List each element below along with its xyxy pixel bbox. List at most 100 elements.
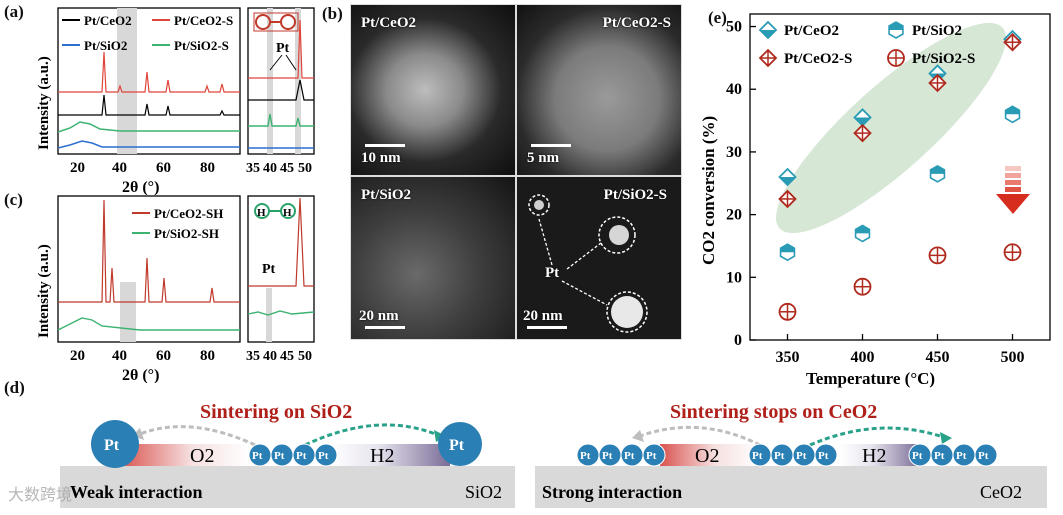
pt-label: Pt: [956, 450, 967, 462]
data-point: [778, 302, 797, 321]
y-axis-label: Intensity (a.u.): [36, 244, 52, 338]
tem-image-pt-sio2-s: Pt/SiO2-S Pt 20 nm: [516, 176, 682, 340]
scale-bar: [531, 144, 571, 147]
trace-pt-sio2-s: [57, 121, 240, 133]
tick-label: 60: [156, 348, 171, 364]
x-tick-label: 350: [776, 349, 800, 366]
y-tick-label: 10: [726, 269, 742, 286]
y-tick-label: 0: [734, 332, 742, 349]
o2-label: O2: [695, 445, 719, 467]
h-label: H: [283, 207, 292, 219]
scale-label: 5 nm: [527, 150, 560, 166]
y-tick-label: 50: [726, 19, 742, 36]
x-tick-label: 450: [926, 349, 950, 366]
data-point: [1003, 243, 1022, 262]
pt-label: Pt: [318, 450, 329, 462]
ceo2-support: [535, 466, 1047, 508]
y-axis-label: Intensity (a.u.): [36, 56, 52, 150]
zoom-tick-label: 40: [263, 161, 277, 176]
y-tick-label: 40: [726, 81, 742, 98]
data-point: [779, 243, 796, 262]
tem-image-pt-ceo2-s: Pt/CeO2-S 5 nm: [516, 4, 682, 176]
panel-d-label: (d): [4, 378, 25, 397]
tick-label: 60: [156, 160, 171, 176]
data-point: [1004, 105, 1021, 124]
pt-label: Pt: [252, 450, 263, 462]
strong-interaction-label: Strong interaction: [542, 482, 682, 502]
sio2-support: [60, 466, 515, 508]
tick-label: 20: [70, 348, 85, 364]
tem-title: Pt/CeO2: [361, 15, 416, 31]
sio2-label: SiO2: [465, 482, 502, 502]
co2-conversion-chart: 0 10 20 30 40 50 350 400 450 500 Temperature (°C…: [699, 13, 1051, 388]
trace-pt-ceo2-s: [58, 51, 240, 93]
legend-label: Pt/SiO2-S: [912, 51, 975, 67]
legend-pt-ceo2-s: Pt/CeO2-S: [174, 13, 233, 28]
data-point: [1003, 32, 1022, 52]
trace-pt-ceo2: [58, 94, 240, 116]
tick-label: 80: [200, 160, 215, 176]
x-tick-label: 400: [851, 349, 875, 366]
y-tick-label: 30: [726, 144, 742, 161]
pt-pointer-label: Pt: [545, 265, 560, 281]
legend-pt-ceo2-sh: Pt/CeO2-SH: [154, 206, 223, 221]
data-point: [928, 73, 947, 93]
scale-bar: [365, 326, 405, 329]
scale-bar: [365, 144, 405, 147]
zoom-tick-label: 40: [263, 349, 277, 364]
h-label: H: [257, 207, 266, 219]
pt-peak-label: Pt: [276, 41, 290, 56]
pt-label: Pt: [580, 450, 591, 462]
y-tick-label: 20: [726, 207, 742, 224]
tem-title: Pt/SiO2: [361, 187, 412, 203]
pt-label: Pt: [752, 450, 763, 462]
pt-label: Pt: [602, 450, 613, 462]
scale-bar: [527, 326, 567, 329]
pt-label: Pt: [818, 450, 829, 462]
legend-marker: [887, 49, 905, 67]
pt-particle-large: [91, 420, 139, 468]
o2-label: O2: [190, 445, 214, 467]
tem-title: Pt/CeO2-S: [602, 15, 671, 31]
plot-frame: [749, 13, 1051, 341]
xrd-plot-a: 20 40 60 80 2θ (°) Intensity (a.u.) Pt/C…: [36, 7, 315, 195]
legend-label: Pt/SiO2: [912, 23, 962, 39]
legend-pt-sio2-sh: Pt/SiO2-SH: [154, 226, 219, 241]
x-axis-label: Temperature (°C): [806, 369, 935, 388]
pt-label: Pt: [104, 437, 120, 454]
tick-label: 20: [70, 160, 85, 176]
highlight-ellipse: [776, 22, 1006, 234]
h2-label: H2: [862, 445, 886, 467]
pt-label: Pt: [934, 450, 945, 462]
legend-label: Pt/CeO2-S: [784, 51, 852, 67]
pt-label: Pt: [796, 450, 807, 462]
scale-label: 20 nm: [523, 308, 563, 324]
highlight-band: [117, 8, 137, 154]
tem-image-pt-ceo2: Pt/CeO2 10 nm: [350, 4, 516, 176]
panel-c-label: (c): [4, 190, 23, 209]
trace-pt-sio2: [57, 140, 240, 149]
pt-particle-large: [438, 422, 482, 466]
right-title: Sintering stops on CeO2: [670, 401, 877, 423]
h2-label: H2: [370, 445, 394, 467]
pt-label: Pt: [978, 450, 989, 462]
data-point: [929, 164, 946, 183]
tick-label: 80: [200, 348, 215, 364]
panel-b-label: (b): [322, 4, 343, 23]
tem-image-pt-sio2: Pt/SiO2 20 nm: [350, 176, 516, 340]
zoom-tick-label: 45: [280, 161, 294, 176]
x-axis-label: 2θ (°): [122, 367, 159, 383]
zoom-tick-label: 35: [246, 349, 260, 364]
legend-pt-ceo2: Pt/CeO2: [84, 13, 132, 28]
panel-a-label: (a): [4, 2, 24, 21]
data-point: [853, 123, 872, 143]
y-axis-label: CO2 conversion (%): [699, 116, 718, 265]
legend-label: Pt/CeO2: [784, 23, 839, 39]
data-point: [778, 167, 797, 187]
pt-label: Pt: [296, 450, 307, 462]
zoom-tick-label: 45: [280, 349, 294, 364]
weak-interaction-label: Weak interaction: [70, 482, 203, 502]
tem-particle-overlay: [528, 194, 648, 333]
scale-label: 20 nm: [359, 308, 399, 324]
legend-pt-sio2-s: Pt/SiO2-S: [174, 38, 229, 53]
